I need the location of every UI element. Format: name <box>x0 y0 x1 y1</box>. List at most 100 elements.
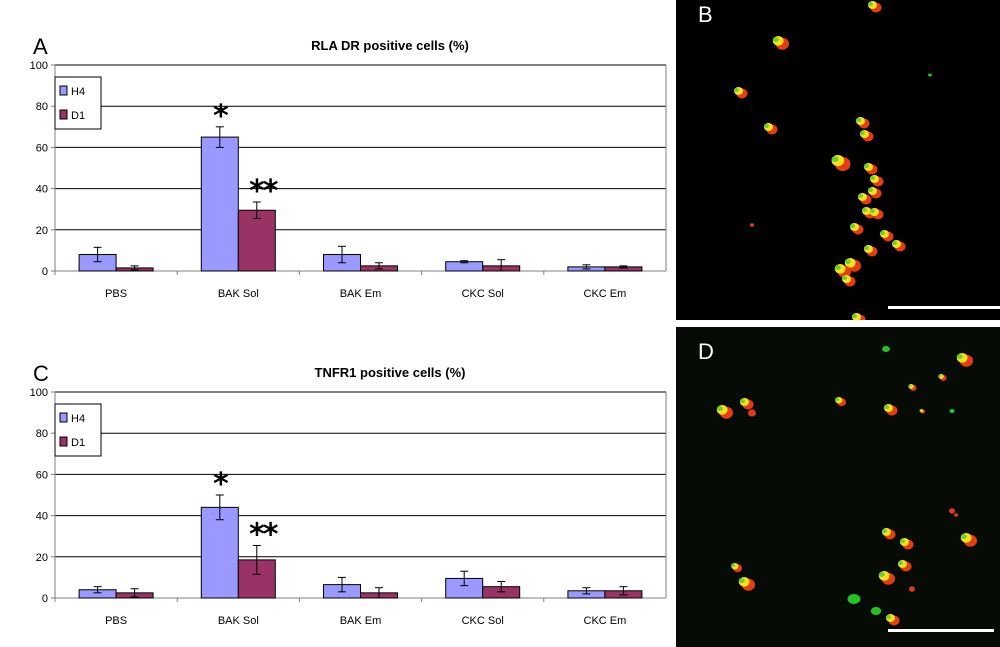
cell <box>900 538 914 550</box>
cell <box>898 560 912 572</box>
error-bar <box>252 201 261 219</box>
cell <box>852 313 866 320</box>
cell <box>886 614 900 626</box>
cell <box>908 384 917 391</box>
cell <box>842 275 856 287</box>
error-bar <box>130 588 139 598</box>
cell <box>878 571 895 585</box>
y-tick-label: 100 <box>30 387 48 399</box>
micrograph-b-cells <box>734 1 932 320</box>
cell <box>748 409 756 417</box>
bar-d1 <box>237 209 276 272</box>
cell <box>960 533 977 547</box>
micrograph-d: D <box>676 327 1000 647</box>
cell <box>949 508 955 514</box>
scale-bar-d <box>888 629 994 632</box>
x-tick-label: PBS <box>105 615 127 627</box>
cell <box>764 123 778 135</box>
y-tick-label: 100 <box>30 60 48 72</box>
micrograph-d-cells <box>716 346 977 626</box>
y-tick-label: 60 <box>36 142 48 154</box>
chart-title: RLA DR positive cells (%) <box>311 38 469 53</box>
error-bar <box>215 126 224 148</box>
panel-letter: A <box>33 34 48 59</box>
bar-h4 <box>200 136 239 272</box>
error-bar <box>93 586 102 594</box>
error-bar <box>460 570 469 587</box>
scale-bar-b <box>888 306 1000 309</box>
cell <box>847 594 861 604</box>
cell <box>860 130 874 142</box>
significance-marker: * <box>213 99 229 134</box>
cell <box>868 187 882 199</box>
x-tick-label: CKC Em <box>584 615 627 627</box>
error-bar <box>215 494 224 521</box>
cell <box>734 87 748 99</box>
cell <box>856 117 870 129</box>
error-bar <box>338 576 346 593</box>
legend-swatch-h4 <box>59 85 68 96</box>
significance-marker: ** <box>249 174 279 209</box>
cell <box>892 240 906 252</box>
legend-swatch-d1 <box>59 109 68 120</box>
panel-letter-d: D <box>698 339 714 364</box>
error-bar <box>619 586 628 596</box>
panel-divider <box>676 320 1000 327</box>
cell <box>928 73 932 77</box>
cell <box>831 155 851 172</box>
error-bar <box>130 265 139 271</box>
legend-swatch-d1 <box>59 436 68 447</box>
significance-marker: ** <box>249 517 279 552</box>
cell <box>882 528 896 540</box>
cell <box>858 193 872 205</box>
y-tick-label: 40 <box>36 184 48 196</box>
cell <box>870 175 884 187</box>
cell <box>772 36 789 50</box>
cell <box>882 346 890 352</box>
error-bar <box>497 259 506 272</box>
error-bar <box>497 581 506 593</box>
cell <box>738 577 755 591</box>
cell <box>938 374 947 381</box>
chart-title: TNFR1 positive cells (%) <box>315 365 466 380</box>
error-bar <box>619 265 628 269</box>
error-bar <box>460 260 469 264</box>
error-bar <box>338 245 346 264</box>
legend-box <box>54 403 102 457</box>
cell <box>870 607 882 615</box>
x-tick-label: BAK Sol <box>218 288 259 300</box>
y-tick-label: 80 <box>36 428 48 440</box>
chart-rla-dr: A RLA DR positive cells (%) 0 20 40 60 80 100 PB… <box>30 34 667 300</box>
x-tick-label: BAK Em <box>340 615 382 627</box>
cell <box>864 163 878 175</box>
x-tick-label: BAK Sol <box>218 615 259 627</box>
micrograph-b: B <box>676 0 1000 320</box>
cell <box>868 1 882 13</box>
cell <box>835 397 846 407</box>
significance-marker: * <box>213 467 229 502</box>
y-tick-label: 40 <box>36 511 48 523</box>
error-bar <box>375 587 383 599</box>
y-tick-label: 20 <box>36 552 48 564</box>
cell <box>884 404 898 416</box>
y-tick-label: 80 <box>36 101 48 113</box>
cell <box>880 230 894 242</box>
error-bar <box>582 587 591 595</box>
chart-tnfr1: C TNFR1 positive cells (%) 0 20 40 60 80 100 PBS… <box>30 361 667 627</box>
cell <box>954 513 958 517</box>
x-tick-label: CKC Sol <box>462 615 504 627</box>
error-bar <box>252 544 261 575</box>
y-tick-label: 0 <box>42 593 48 605</box>
cell <box>716 405 733 419</box>
cell <box>740 398 754 410</box>
y-tick-label: 60 <box>36 469 48 481</box>
y-tick-label: 0 <box>42 266 48 278</box>
cell <box>834 264 851 278</box>
cell <box>731 563 742 573</box>
legend: H4 D1 <box>54 76 102 130</box>
x-tick-label: BAK Em <box>340 288 382 300</box>
legend-label-h4: H4 <box>71 413 85 425</box>
error-bar <box>375 262 383 270</box>
cell <box>844 258 861 272</box>
panel-letter: C <box>33 361 49 386</box>
